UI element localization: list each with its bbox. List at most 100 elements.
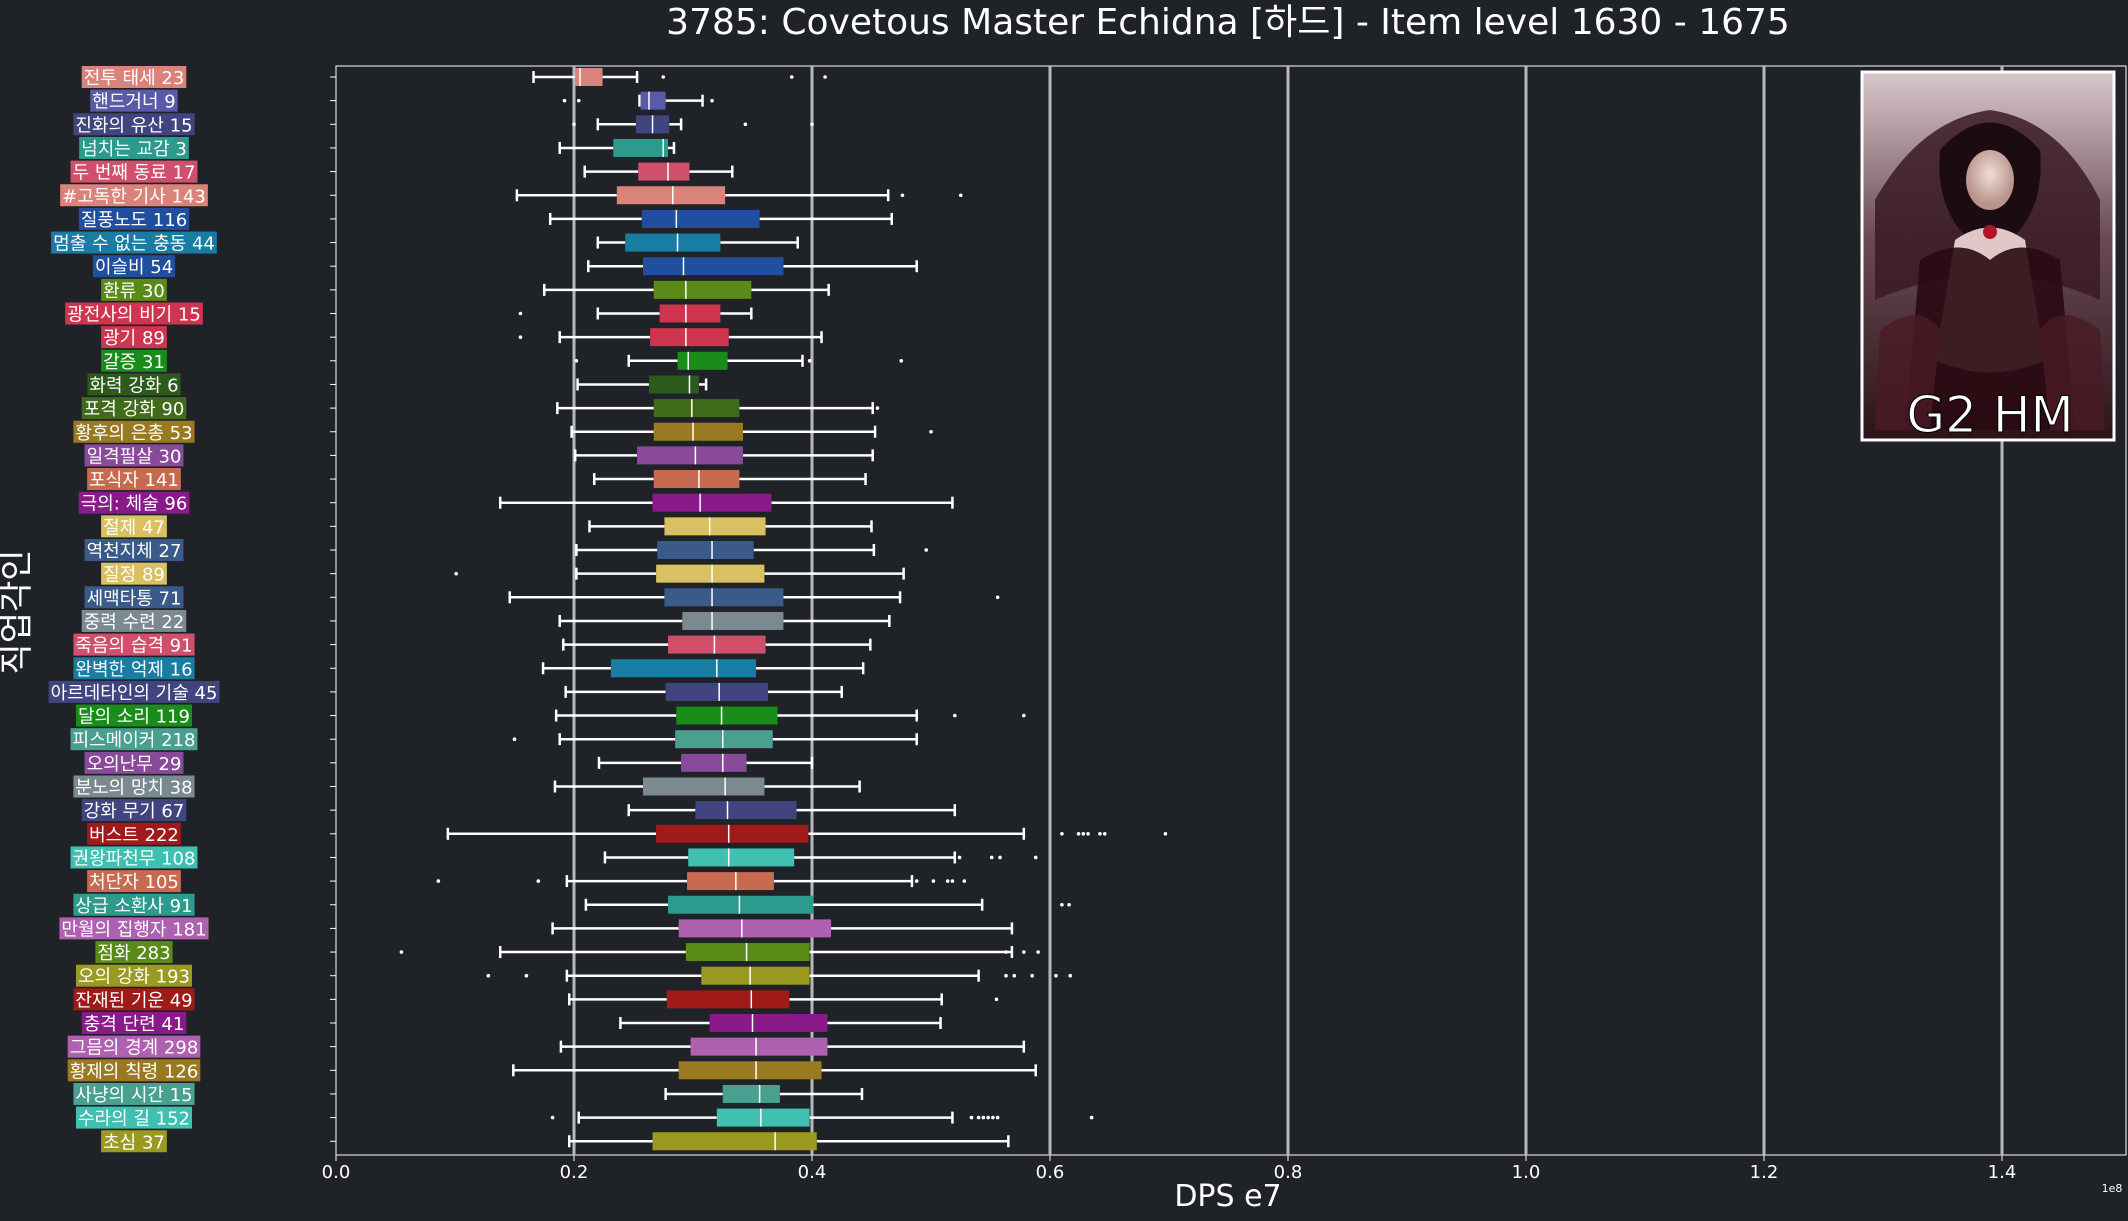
box-iqr [616, 186, 726, 205]
box-item [330, 1014, 942, 1032]
box-iqr [668, 635, 766, 654]
y-tick-label: 버스트 222 [87, 822, 181, 846]
y-tick-label: 극의: 체술 96 [78, 491, 190, 515]
box-item [330, 564, 905, 583]
box-iqr [575, 68, 603, 86]
box-item [330, 68, 827, 86]
y-tick-label: 일격필살 30 [84, 444, 184, 467]
box-iqr [613, 138, 669, 157]
y-tick-label-text: 핸드거너 9 [92, 92, 175, 113]
box-iqr [664, 588, 784, 607]
box-item [330, 919, 1014, 938]
y-tick-label-text: 멈출 수 없는 충동 44 [53, 234, 215, 255]
box-iqr [643, 777, 765, 796]
y-tick-label-bg [70, 160, 198, 183]
box-iqr [682, 611, 784, 630]
y-tick-label-text: 역천지체 27 [87, 541, 182, 562]
y-tick-label: 죽음의 습격 91 [73, 633, 195, 657]
y-tick-label-bg [101, 562, 167, 585]
box-item [330, 399, 880, 418]
y-tick-label: 상급 소환사 91 [73, 893, 195, 917]
y-tick-label: 강화 무기 67 [81, 799, 187, 822]
y-tick-label-bg [78, 207, 190, 230]
boss-portrait-image [1875, 110, 2105, 430]
box-iqr [675, 730, 773, 749]
x-tick-label: 0.8 [1274, 1162, 1303, 1183]
outlier-point [991, 1115, 995, 1120]
y-tick-label-bg [73, 1082, 195, 1105]
box-iqr [637, 446, 743, 465]
outlier-point [931, 879, 936, 883]
y-tick-label: 황제의 칙령 126 [67, 1059, 201, 1082]
y-tick-label-bg [95, 941, 173, 964]
box-iqr [641, 209, 760, 228]
y-tick-label-text: 질정 89 [103, 565, 165, 586]
box-iqr [650, 328, 729, 347]
box-iqr [643, 257, 784, 276]
box-item [330, 682, 843, 701]
outlier-point [550, 1115, 555, 1120]
box-item [330, 304, 753, 323]
outlier-point [998, 855, 1002, 860]
outlier-point [524, 973, 529, 978]
y-tick-label-bg [87, 870, 181, 893]
y-axis-label: 직업각인 [0, 549, 37, 674]
y-tick-label-text: 오의 강화 193 [78, 967, 190, 988]
y-tick-label: 갈증 31 [101, 349, 167, 373]
y-tick-label-text: 화력 강화 6 [89, 375, 178, 396]
outlier-point [1054, 973, 1058, 978]
outlier-point [976, 1115, 981, 1120]
y-tick-label-text: 완벽한 억제 16 [75, 659, 192, 680]
box-item [330, 966, 1073, 985]
outlier-point [710, 98, 714, 103]
outlier-point [969, 1115, 974, 1120]
outlier-point [1022, 713, 1026, 718]
outlier-point [1004, 950, 1008, 954]
box-item [330, 848, 1038, 867]
outlier-point [957, 855, 962, 860]
y-tick-label-text: 세맥타통 71 [87, 588, 182, 609]
box-item [330, 115, 814, 134]
y-tick-label: 만월의 집행자 181 [59, 917, 209, 940]
box-iqr [640, 91, 666, 110]
box-iqr [666, 990, 790, 1009]
box-iqr [610, 659, 757, 678]
y-tick-label: 포격 강화 90 [81, 397, 187, 420]
y-tick-label-bg [101, 278, 167, 301]
y-tick-label-bg [75, 704, 193, 727]
y-tick-label-bg [75, 964, 193, 987]
outlier-point [789, 75, 794, 79]
chart-title: 3785: Covetous Master Echidna [하드] - Ite… [666, 2, 1790, 43]
y-tick-label-text: 황제의 칙령 126 [70, 1061, 199, 1082]
box-item [330, 233, 799, 252]
y-tick-label-bg [73, 113, 195, 136]
y-tick-label-bg [87, 373, 181, 396]
box-item [330, 1061, 1037, 1080]
outlier-point [1068, 973, 1073, 978]
y-tick-label: 중력 수련 22 [81, 609, 187, 633]
outlier-point [989, 855, 994, 860]
box-item [330, 1084, 864, 1103]
box-iqr [678, 919, 832, 938]
y-tick-label-bg [79, 136, 189, 159]
outlier-point [995, 595, 1000, 600]
y-tick-label: 권왕파천무 108 [70, 846, 198, 869]
outlier-point [743, 122, 748, 127]
y-tick-label-text: 질풍노도 116 [81, 210, 187, 231]
box-item [330, 801, 957, 820]
y-tick-label-text: 포격 강화 90 [84, 399, 185, 420]
y-tick-label: 광전사의 비기 15 [65, 302, 203, 326]
y-tick-label-text: 충격 단련 41 [84, 1014, 185, 1035]
y-tick-label-text: 잔재된 기운 49 [75, 990, 192, 1011]
y-tick-label: 점화 283 [95, 941, 173, 964]
y-tick-label-bg [67, 1059, 201, 1082]
box-item [330, 91, 714, 110]
box-item [330, 493, 954, 512]
boss-portrait-inset: G2 HM [1860, 70, 2116, 445]
box-iqr [685, 943, 810, 962]
y-tick-label-text: 중력 수련 22 [84, 612, 185, 633]
y-tick-label-bg [65, 302, 203, 325]
outlier-point [661, 75, 666, 79]
box-item [330, 541, 929, 559]
